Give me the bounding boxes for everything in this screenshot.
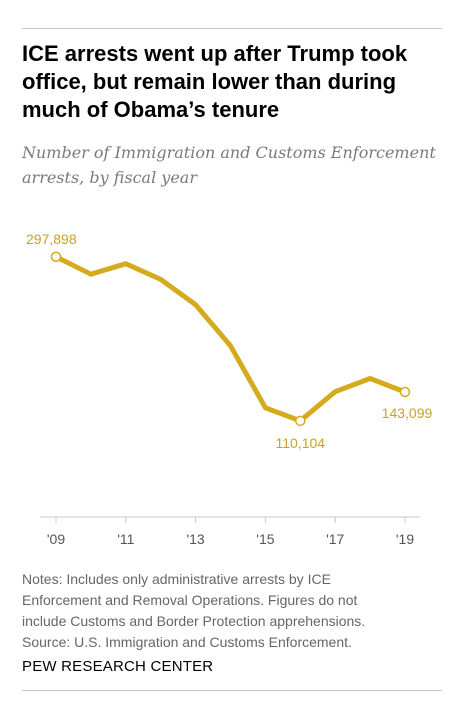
series-line-ice-arrests [53,254,408,424]
x-tick-label: '11 [117,531,134,547]
x-tick-label: '17 [326,531,344,547]
data-points [50,251,411,427]
data-label: 297,898 [26,231,77,247]
chart-subtitle: Number of Immigration and Customs Enforc… [22,143,436,187]
data-labels: 297,898 110,104 143,099 [26,231,433,451]
data-point-marker [399,386,411,398]
notes-line: include Customs and Border Protection ap… [22,613,366,629]
data-point-marker [50,251,62,263]
data-point-marker [295,415,306,427]
x-tick-label: '15 [256,531,274,547]
x-ticks: '09 '11 '13 '15 '17 '19 [47,517,414,547]
source-line: Source: U.S. Immigration and Customs Enf… [22,634,352,650]
data-label: 143,099 [382,405,433,421]
x-axis: '09 '11 '13 '15 '17 '19 [40,516,420,547]
data-label: 110,104 [276,435,326,451]
x-tick-label: '19 [396,531,414,547]
x-tick-label: '13 [186,531,204,547]
brand-logo-text: PEW RESEARCH CENTER [22,658,214,675]
notes: Notes: Includes only administrative arre… [22,569,452,653]
x-tick-label: '09 [47,531,65,547]
notes-line: Enforcement and Removal Operations. Figu… [22,592,358,608]
notes-line: Notes: Includes only administrative arre… [22,571,331,587]
chart-title: ICE arrests went up after Trump took off… [22,41,408,122]
line-chart: '09 '11 '13 '15 '17 '19 297,898 110,104 143,099 [26,231,433,547]
top-rule [22,28,442,29]
bottom-rule [22,690,442,691]
